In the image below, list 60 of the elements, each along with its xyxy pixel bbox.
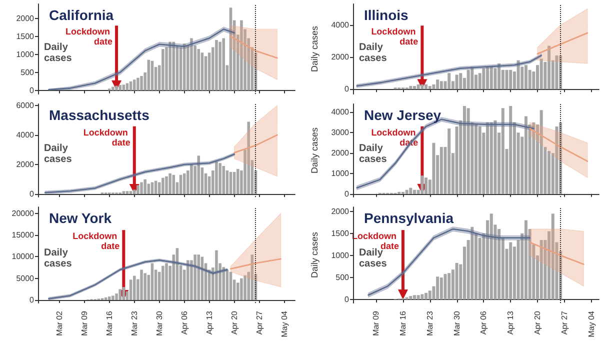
x-tick-label: Apr 27 bbox=[560, 310, 569, 335]
x-tick-label: Apr 13 bbox=[204, 310, 214, 335]
annotation: Daily cases bbox=[44, 247, 72, 270]
x-tick-label: Apr 06 bbox=[479, 310, 488, 335]
y-tick-label: 2000 bbox=[331, 206, 350, 216]
chart-title: Pennsylvania bbox=[364, 210, 454, 226]
y-tick-label: 500 bbox=[336, 272, 350, 282]
chart-title: Illinois bbox=[364, 7, 409, 23]
y-tick-label: 1000 bbox=[331, 168, 350, 178]
x-tick-label: Apr 13 bbox=[506, 310, 516, 335]
text: Daily cases bbox=[310, 25, 320, 72]
annotation: Daily cases bbox=[44, 42, 72, 64]
y-tick-label: 2000 bbox=[16, 160, 35, 170]
x-tick-label: Apr 20 bbox=[230, 310, 239, 335]
x-tick-label: Apr 27 bbox=[254, 310, 264, 335]
annotation: Daily cases bbox=[44, 143, 72, 166]
y-tick-label: 6000 bbox=[16, 100, 35, 110]
y-tick-label: 4000 bbox=[331, 108, 350, 117]
x-tick-label: Mar 30 bbox=[154, 310, 164, 336]
x-tick-label: Mar 23 bbox=[130, 310, 139, 336]
y-tick-label: 10000 bbox=[12, 252, 35, 262]
x-tick-label: Mar 16 bbox=[398, 310, 408, 336]
y-tick-label: 2000 bbox=[331, 52, 350, 62]
x-tick-label: Apr 20 bbox=[533, 310, 542, 335]
y-tick-label: 1000 bbox=[331, 250, 350, 260]
y-tick-label: 20000 bbox=[12, 208, 35, 218]
chart-title: California bbox=[49, 7, 114, 23]
x-tick-label: Apr 06 bbox=[180, 310, 189, 335]
x-tick-label: Mar 23 bbox=[425, 310, 434, 336]
x-tick-label: May 04 bbox=[280, 310, 289, 338]
y-tick-label: 1500 bbox=[331, 228, 350, 238]
y-tick-label: 2000 bbox=[16, 14, 35, 23]
annotation: Lockdown date bbox=[83, 127, 130, 148]
y-tick-label: 0 bbox=[344, 84, 350, 94]
annotation: Lockdown date bbox=[72, 231, 120, 252]
text: Daily cases bbox=[310, 126, 320, 174]
chart-title: Massachusetts bbox=[49, 107, 150, 123]
chart-title: New York bbox=[49, 210, 112, 226]
x-tick-label: Mar 02 bbox=[54, 310, 64, 336]
y-tick-label: 0 bbox=[344, 189, 350, 198]
chart-title: New Jersey bbox=[364, 107, 442, 123]
x-tick-label: Mar 30 bbox=[452, 310, 462, 336]
y-tick-label: 4000 bbox=[16, 130, 35, 140]
y-tick-label: 2000 bbox=[331, 148, 350, 158]
y-tick-label: 1000 bbox=[16, 50, 35, 59]
y-tick-label: 0 bbox=[30, 86, 35, 95]
y-tick-label: 3000 bbox=[331, 128, 350, 138]
y-tick-label: 0 bbox=[30, 190, 35, 199]
x-tick-label: May 04 bbox=[586, 310, 596, 338]
y-tick-label: 500 bbox=[20, 68, 35, 77]
x-tick-label: Mar 09 bbox=[372, 310, 381, 336]
y-tick-label: 15000 bbox=[12, 230, 35, 240]
x-tick-label: Mar 09 bbox=[80, 310, 89, 336]
y-tick-label: 4000 bbox=[331, 20, 350, 30]
y-tick-label: 1500 bbox=[16, 32, 35, 41]
x-tick-label: Mar 16 bbox=[104, 310, 114, 336]
y-tick-label: 0 bbox=[30, 295, 35, 304]
text: Daily cases bbox=[310, 231, 320, 278]
y-tick-label: 5000 bbox=[16, 274, 35, 283]
y-tick-label: 0 bbox=[344, 294, 350, 304]
